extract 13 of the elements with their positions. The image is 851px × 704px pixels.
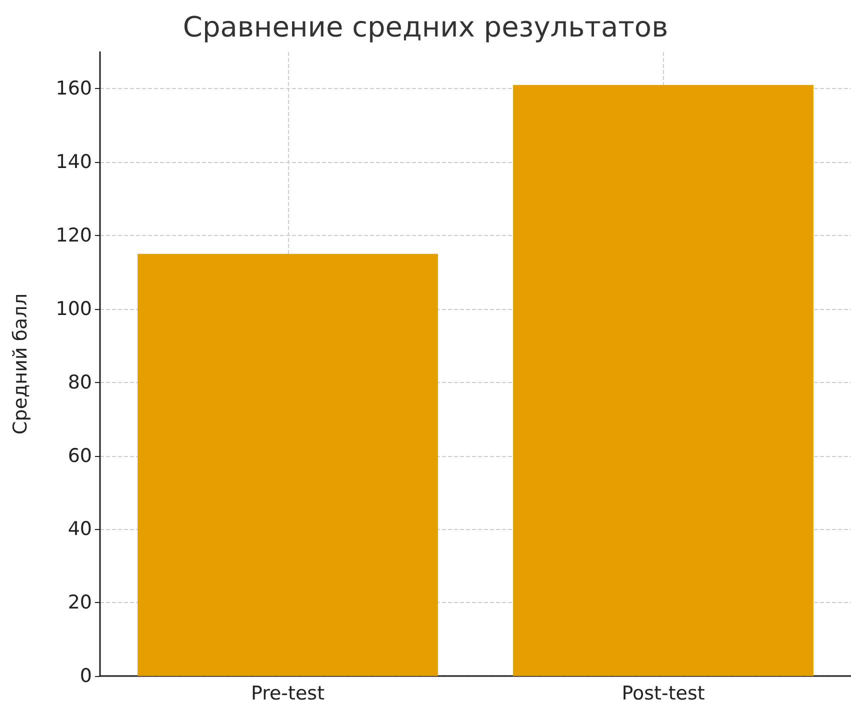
y-tick-label: 100 xyxy=(56,298,92,320)
x-tick-label: Pre-test xyxy=(250,682,325,704)
y-tick-label: 80 xyxy=(68,371,92,394)
y-tick-label: 60 xyxy=(68,444,92,467)
y-tick-label: 160 xyxy=(56,78,92,100)
y-tick-label: 20 xyxy=(68,592,92,614)
x-tick-label: Post-test xyxy=(622,682,705,704)
y-axis-title: Средний балл xyxy=(10,294,32,434)
y-tick-label: 0 xyxy=(80,665,92,687)
y-tick-label: 40 xyxy=(68,518,92,540)
y-tick-label: 120 xyxy=(56,224,92,247)
y-tick-label: 140 xyxy=(56,151,92,174)
chart-title: Сравнение средних результатов xyxy=(182,10,668,44)
